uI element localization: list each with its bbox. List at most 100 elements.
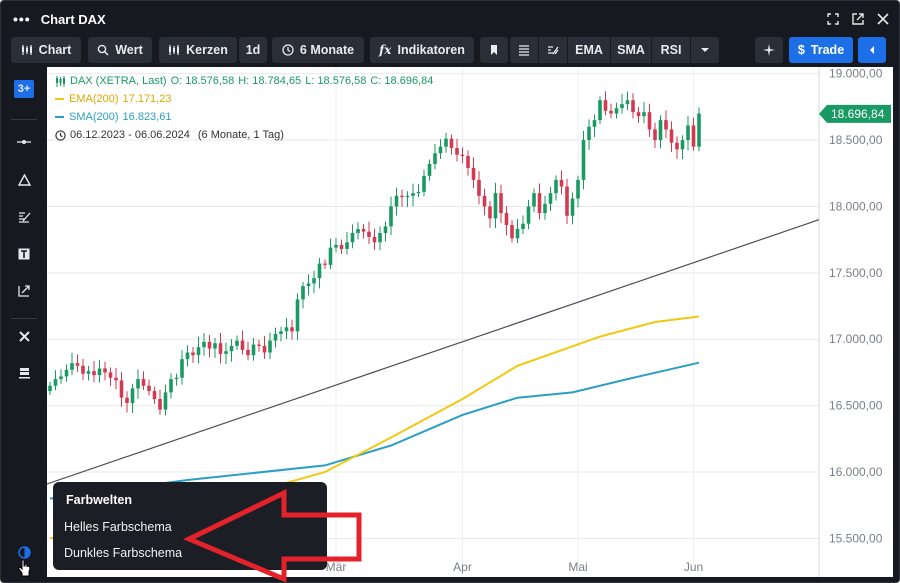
candle-body	[92, 371, 96, 376]
close-icon[interactable]	[877, 13, 889, 25]
tools-settings[interactable]	[14, 327, 34, 345]
range-label: 6 Monate	[299, 43, 355, 57]
ema-swatch	[55, 98, 64, 100]
candle-body	[383, 226, 388, 233]
collapse-panel-button[interactable]	[858, 37, 886, 63]
value-button[interactable]: Wert	[88, 37, 152, 63]
candle-body	[191, 352, 195, 356]
function-icon: fx	[379, 43, 392, 57]
candle-body	[482, 195, 487, 207]
candle-body	[477, 179, 481, 196]
candle-body	[499, 193, 503, 214]
logo-badge: 3+	[14, 80, 34, 98]
open-value: O: 18.576,58	[170, 75, 235, 87]
title-bar: ••• Chart DAX	[1, 1, 899, 37]
candle-body	[686, 125, 690, 141]
more-indicators-button[interactable]	[691, 37, 719, 63]
light-scheme-option[interactable]: Helles Farbschema	[64, 520, 172, 534]
candles-button[interactable]: Kerzen	[159, 37, 237, 63]
sma-name: SMA(200)	[69, 111, 119, 123]
horizontal-line-tool[interactable]	[14, 133, 34, 151]
layers-button[interactable]	[510, 37, 538, 63]
chart-type-button[interactable]: Chart	[11, 37, 81, 63]
trend-line	[47, 219, 820, 485]
candle-body	[565, 186, 569, 216]
tools-sidebar: 3+	[1, 67, 47, 582]
range-button[interactable]: 6 Monate	[272, 37, 364, 63]
edit-arrow-icon	[17, 285, 30, 297]
rsi-button[interactable]: RSI	[652, 37, 690, 63]
candle-body	[180, 359, 184, 378]
toolbar: Chart Wert Kerzen 1d 6 Monate fx Indikat…	[1, 37, 899, 65]
sma200-line	[49, 361, 700, 500]
x-tick-label: Jun	[684, 560, 703, 574]
candle-body	[532, 193, 536, 207]
candle-body	[97, 368, 102, 376]
candle-body	[119, 380, 124, 398]
candle-body	[356, 229, 360, 233]
layers-icon	[519, 45, 529, 56]
candle-body	[488, 206, 492, 219]
triangle-icon	[17, 174, 31, 186]
magic-button[interactable]	[755, 37, 783, 63]
compare-button[interactable]	[539, 37, 567, 63]
candle-body	[323, 263, 327, 265]
bookmark-button[interactable]	[480, 37, 508, 63]
candle-body	[229, 345, 234, 352]
candle-body	[240, 340, 245, 350]
chart-legend: DAX (XETRA, Last) O: 18.576,58 H: 18.784…	[55, 72, 433, 144]
text-tool[interactable]	[14, 245, 34, 263]
compare-icon	[548, 46, 559, 55]
indicators-button[interactable]: fx Indikatoren	[370, 37, 474, 63]
candle-body	[576, 179, 580, 199]
sma-row: SMA(200) 16.823,61	[55, 108, 433, 126]
popout-icon[interactable]	[852, 13, 864, 25]
dark-scheme-option[interactable]: Dunkles Farbschema	[64, 546, 183, 560]
fib-tool[interactable]	[14, 208, 34, 226]
color-scheme-toggle[interactable]	[14, 543, 34, 561]
candle-body	[290, 327, 294, 332]
candle-body	[471, 167, 476, 180]
candle-body	[416, 191, 421, 194]
ema-button[interactable]: EMA	[568, 37, 610, 63]
candle-body	[521, 223, 525, 230]
candle-body	[389, 206, 393, 227]
candle-body	[174, 377, 179, 380]
candle-body	[438, 146, 443, 154]
interval-button[interactable]: 1d	[239, 37, 267, 63]
annotate-tool[interactable]	[14, 282, 34, 300]
candle-body	[658, 120, 663, 141]
clock-icon	[282, 44, 294, 56]
candle-body	[251, 344, 256, 356]
fullscreen-icon[interactable]	[827, 13, 839, 25]
candle-body	[158, 399, 162, 410]
candle-body	[185, 352, 190, 360]
layout-tool[interactable]	[14, 364, 34, 382]
candle-body	[207, 341, 212, 349]
candle-body	[554, 179, 558, 194]
trade-button[interactable]: $ Trade	[789, 37, 853, 63]
divider	[11, 318, 37, 319]
candle-body	[75, 363, 80, 366]
candle-body	[125, 397, 129, 403]
color-scheme-menu: Farbwelten Helles Farbschema Dunkles Far…	[53, 482, 327, 570]
window-menu-icon[interactable]: •••	[13, 11, 31, 27]
chart-type-label: Chart	[38, 43, 72, 57]
hand-cursor-icon	[14, 559, 34, 577]
candle-body	[257, 344, 261, 346]
candle-body	[444, 138, 448, 147]
sma-swatch	[55, 116, 64, 118]
candle-body	[218, 343, 223, 354]
candle-body	[202, 341, 206, 348]
candle-body	[70, 363, 74, 370]
triangle-tool[interactable]	[14, 171, 34, 189]
ema-name: EMA(200)	[69, 93, 119, 105]
candle-body	[81, 365, 85, 374]
candle-body	[653, 129, 657, 141]
logo-text: 3+	[17, 83, 31, 95]
window-title: Chart DAX	[40, 11, 106, 27]
candle-body	[295, 299, 300, 332]
candle-body	[163, 392, 168, 410]
sma-button[interactable]: SMA	[611, 37, 651, 63]
